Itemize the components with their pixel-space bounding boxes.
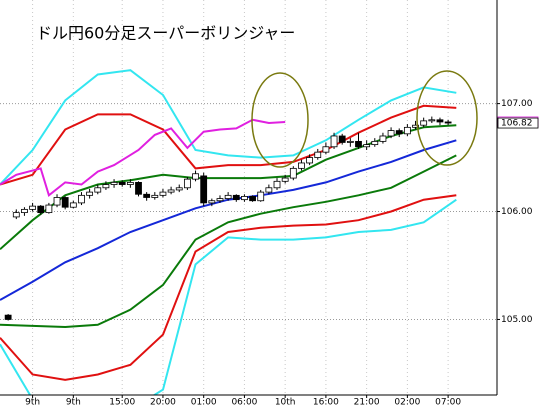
candle-body	[29, 205, 36, 210]
candle-body	[346, 140, 354, 143]
price-label-box	[497, 117, 539, 129]
candle-body	[200, 175, 208, 204]
x-tick-label: 07:00	[435, 398, 461, 408]
candle-body	[330, 135, 338, 148]
x-tick-label: 15:00	[109, 398, 135, 408]
candle-body	[298, 162, 305, 169]
candle-body	[21, 208, 28, 214]
candle-body	[216, 198, 224, 202]
candle-body	[273, 180, 281, 189]
candle-body	[444, 121, 452, 124]
band-line	[0, 118, 286, 197]
candle-body	[412, 124, 419, 128]
candle-body	[102, 184, 110, 189]
candle-body	[224, 194, 232, 199]
band-line	[0, 154, 457, 329]
candle-body	[314, 151, 322, 158]
candle-body	[289, 167, 297, 179]
candle-body	[192, 173, 199, 180]
x-tick-label: 16:00	[313, 398, 339, 408]
x-tick-label: 9th	[66, 398, 81, 408]
x-tick-label: 9th	[25, 398, 40, 408]
x-tick-label: 21:00	[354, 398, 380, 408]
candle-body	[45, 204, 53, 214]
candle-body	[420, 120, 428, 126]
candles	[4, 116, 452, 321]
candle-body	[395, 130, 403, 135]
x-tick-label: 01:00	[191, 398, 217, 408]
grid	[0, 0, 497, 395]
band-line	[0, 198, 457, 395]
candle-body	[61, 197, 69, 208]
candle-body	[355, 140, 362, 148]
band-line	[0, 104, 457, 186]
candle-body	[232, 194, 240, 201]
candle-body	[249, 196, 256, 202]
labels: 105.00 106.00 107.00 9th 9th 15:00 20:00 01:00 0…	[25, 99, 539, 408]
candle-body	[135, 181, 142, 195]
candle-body	[379, 135, 387, 142]
highlight-ellipse	[416, 70, 478, 166]
candle-body	[78, 194, 85, 204]
candle-body	[53, 197, 61, 206]
y-tick-label: 106.00	[501, 207, 533, 217]
candle-body	[175, 187, 183, 191]
candle-body	[241, 196, 248, 201]
candle-body	[257, 191, 265, 202]
candle-body	[4, 314, 12, 320]
candle-body	[371, 140, 379, 146]
candle-body	[118, 181, 126, 185]
highlight-ellipse	[251, 72, 309, 168]
candle-body	[208, 200, 216, 204]
candle-body	[387, 130, 395, 137]
candle-body	[306, 157, 314, 164]
candle-body	[183, 178, 191, 189]
candle-body	[94, 187, 102, 193]
candle-body	[151, 194, 159, 198]
candle-body	[403, 126, 411, 135]
band-line	[0, 69, 457, 186]
candle-body	[37, 205, 45, 214]
y-tick-label: 105.00	[501, 315, 533, 325]
chart-title: ドル円60分足スーパーボリンジャー	[36, 24, 295, 43]
y-tick-label: 107.00	[501, 99, 533, 109]
candle-body	[265, 187, 273, 193]
candle-body	[110, 181, 118, 185]
candle-body	[12, 212, 20, 218]
candle-body	[281, 177, 289, 182]
candle-body	[86, 191, 94, 196]
candle-body	[428, 119, 436, 122]
x-tick-label: 10th	[275, 398, 296, 408]
candle-body	[363, 144, 371, 148]
candle-body	[69, 202, 77, 208]
candle-body	[436, 119, 444, 123]
candle-body	[338, 135, 346, 143]
x-tick-label: 20:00	[150, 398, 176, 408]
x-tick-label: 02:00	[394, 398, 420, 408]
band-line	[0, 194, 457, 381]
price-label: 106.82	[501, 119, 533, 129]
candle-body	[126, 181, 134, 185]
candle-body	[143, 193, 151, 198]
candle-body	[159, 191, 167, 196]
x-tick-label: 06:00	[231, 398, 257, 408]
candle-body	[167, 189, 175, 193]
candle-body	[322, 146, 330, 153]
